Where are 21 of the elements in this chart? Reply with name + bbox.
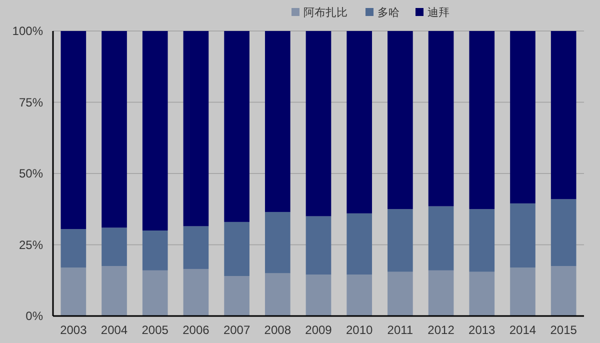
xtick: 2004 — [100, 323, 128, 337]
ytick: 75% — [18, 95, 43, 110]
xtick: 2011 — [387, 323, 414, 337]
xtick: 2008 — [264, 323, 291, 337]
legend-label: 迪拜 — [428, 6, 450, 19]
legend-label: 阿布扎比 — [304, 6, 348, 19]
xtick: 2009 — [305, 323, 332, 337]
xtick: 2010 — [346, 323, 373, 337]
ytick: 50% — [18, 166, 43, 180]
ytick: 0% — [26, 309, 43, 323]
xtick: 2012 — [428, 323, 454, 337]
xtick: 2005 — [142, 323, 168, 337]
xtick: 2003 — [60, 323, 87, 337]
ytick: 25% — [18, 238, 43, 252]
xtick: 2007 — [223, 323, 250, 337]
xtick: 2015 — [550, 323, 577, 337]
xtick: 2006 — [182, 323, 210, 337]
legend-label: 多哈 — [378, 7, 400, 19]
xtick: 2013 — [468, 323, 496, 337]
ytick: 100% — [12, 24, 43, 38]
xtick: 2014 — [509, 323, 536, 337]
